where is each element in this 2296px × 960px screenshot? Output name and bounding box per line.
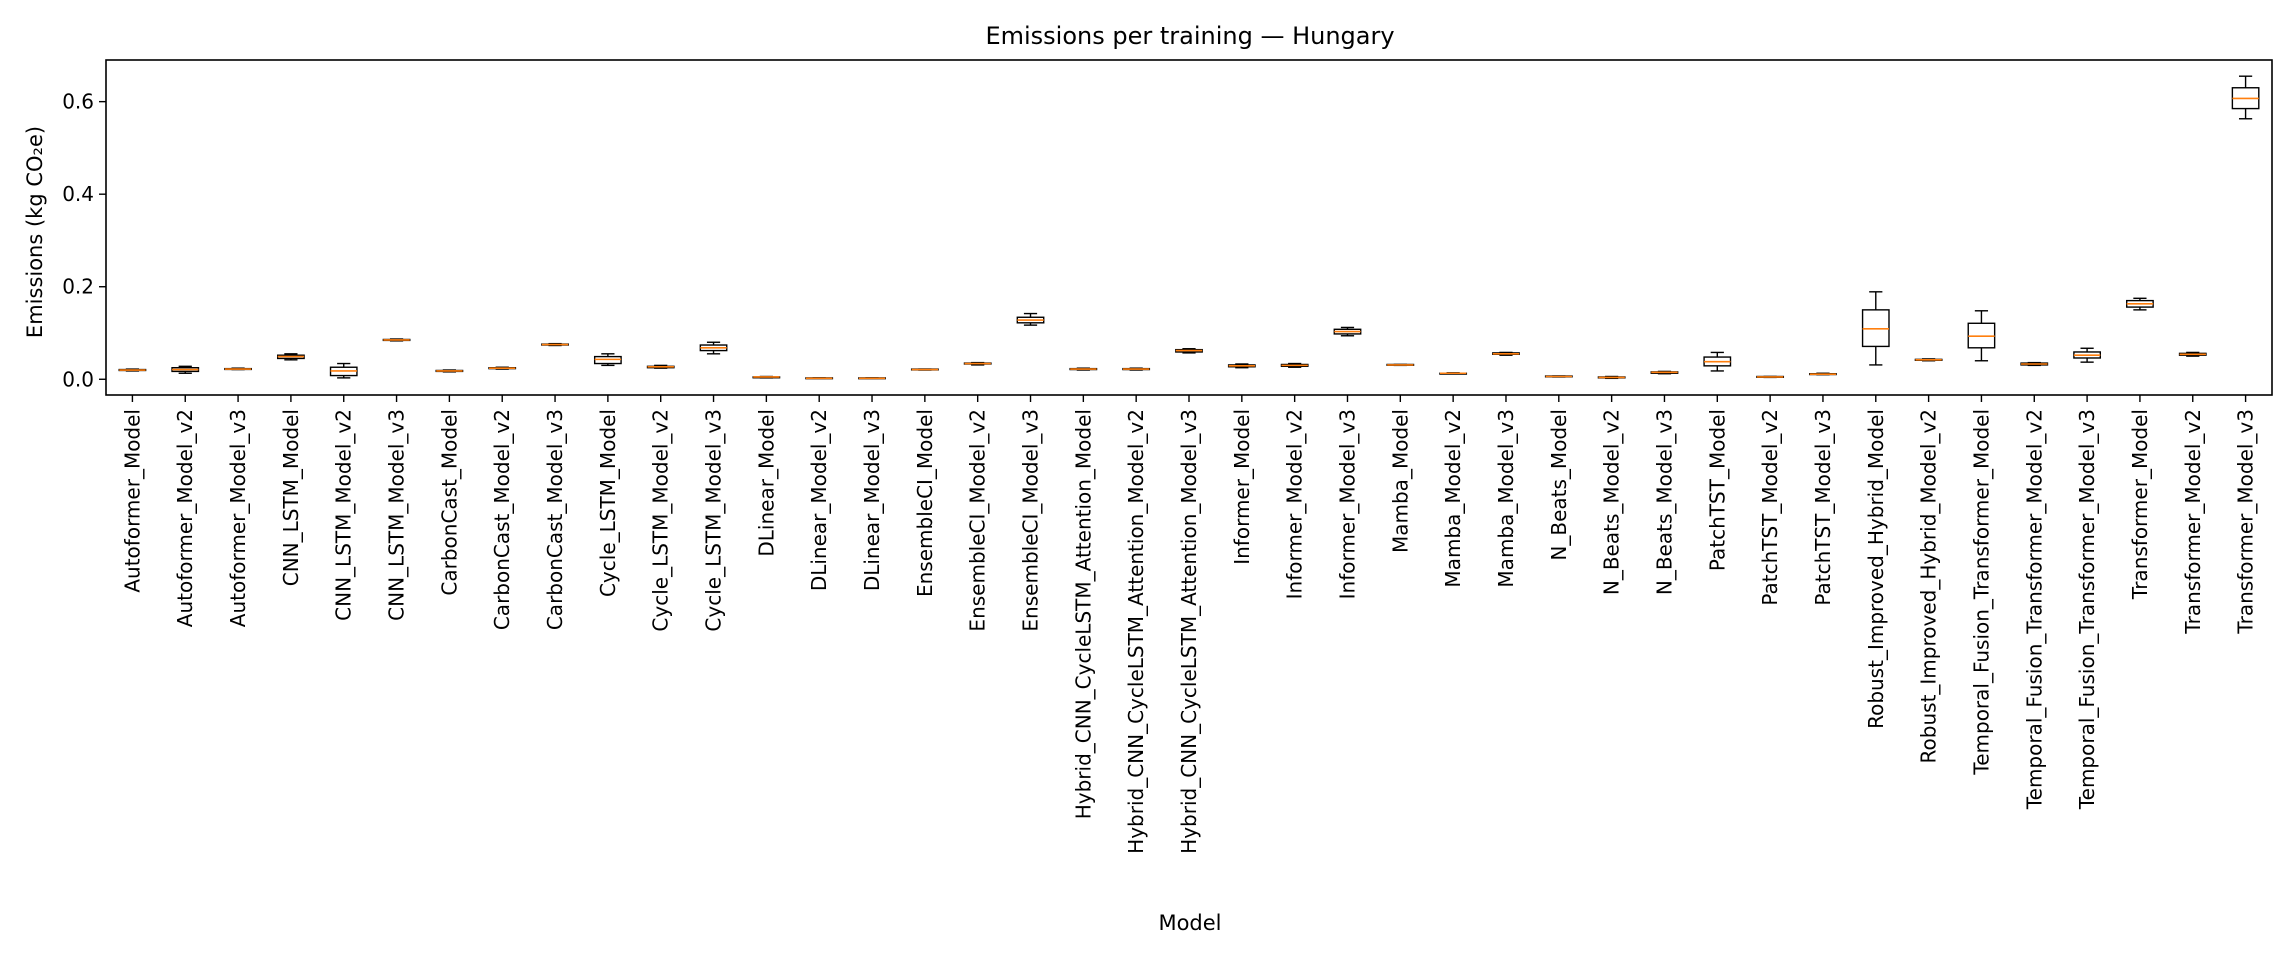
x-tick-label: Cycle_LSTM_Model_v2 xyxy=(649,409,673,632)
x-tick-label: Autoformer_Model_v2 xyxy=(173,409,197,627)
chart-title: Emissions per training — Hungary xyxy=(985,22,1394,50)
y-tick-label: 0.6 xyxy=(62,90,94,114)
x-tick-label: PatchTST_Model_v2 xyxy=(1758,409,1782,606)
x-tick-label: Hybrid_CNN_CycleLSTM_Attention_Model xyxy=(1071,409,1095,819)
x-tick-label: N_Beats_Model_v3 xyxy=(1652,409,1676,595)
x-tick-label: Transformer_Model xyxy=(2128,409,2152,600)
x-tick-label: Transformer_Model_v2 xyxy=(2181,409,2205,635)
x-tick-label: Cycle_LSTM_Model xyxy=(596,409,620,597)
x-tick-label: PatchTST_Model xyxy=(1705,409,1729,571)
x-tick-label: CNN_LSTM_Model_v3 xyxy=(385,409,409,621)
x-tick-label: Robust_Improved_Hybrid_Model xyxy=(1864,409,1888,729)
x-tick-label: Temporal_Fusion_Transformer_Model_v3 xyxy=(2075,409,2099,810)
y-tick-label: 0.4 xyxy=(62,182,94,206)
x-tick-label: Informer_Model xyxy=(1230,409,1254,565)
y-axis-label: Emissions (kg CO₂e) xyxy=(23,126,47,338)
x-tick-label: Temporal_Fusion_Transformer_Model_v2 xyxy=(2022,409,2046,810)
x-tick-label: Hybrid_CNN_CycleLSTM_Attention_Model_v2 xyxy=(1124,409,1148,854)
x-tick-label: N_Beats_Model_v2 xyxy=(1600,409,1624,595)
y-tick-label: 0.0 xyxy=(62,367,94,391)
plot-area: 0.0 0.2 0.4 0.6 Autoformer_Model Autoformer_M… xyxy=(62,59,2273,854)
x-tick-label: Temporal_Fusion_Transformer_Model xyxy=(1969,409,1993,776)
x-tick-label: CarbonCast_Model_v3 xyxy=(543,409,567,630)
x-tick-label: Mamba_Model_v3 xyxy=(1494,409,1518,588)
x-tick-label: Hybrid_CNN_CycleLSTM_Attention_Model_v3 xyxy=(1177,409,1201,854)
x-tick-label: Mamba_Model xyxy=(1388,409,1412,553)
x-tick-label: Autoformer_Model_v3 xyxy=(226,409,250,627)
y-tick-label: 0.2 xyxy=(62,275,94,299)
x-tick-label: EnsembleCI_Model xyxy=(913,409,937,597)
x-tick-label: DLinear_Model xyxy=(754,409,778,557)
x-tick-label: Informer_Model_v3 xyxy=(1335,409,1359,599)
x-tick-label: Informer_Model_v2 xyxy=(1283,409,1307,599)
x-tick-label: Transformer_Model_v3 xyxy=(2234,409,2258,635)
x-tick-label: Robust_Improved_Hybrid_Model_v2 xyxy=(1917,409,1941,763)
x-axis-label: Model xyxy=(1158,911,1221,935)
x-tick-label: CarbonCast_Model xyxy=(437,409,461,596)
x-tick-label: Cycle_LSTM_Model_v3 xyxy=(702,409,726,632)
x-tick-label: DLinear_Model_v2 xyxy=(807,409,831,591)
x-tick-label: PatchTST_Model_v3 xyxy=(1811,409,1835,606)
x-tick-label: EnsembleCI_Model_v3 xyxy=(1019,409,1043,632)
x-tick-label: CNN_LSTM_Model xyxy=(279,409,303,586)
x-tick-label: Autoformer_Model xyxy=(120,409,144,593)
x-tick-label: EnsembleCI_Model_v2 xyxy=(966,409,990,632)
x-tick-label: Mamba_Model_v2 xyxy=(1441,409,1465,588)
x-tick-label: CNN_LSTM_Model_v2 xyxy=(332,409,356,621)
x-tick-label: N_Beats_Model xyxy=(1547,409,1571,561)
x-tick-label: CarbonCast_Model_v2 xyxy=(490,409,514,630)
x-tick-label: DLinear_Model_v3 xyxy=(860,409,884,591)
